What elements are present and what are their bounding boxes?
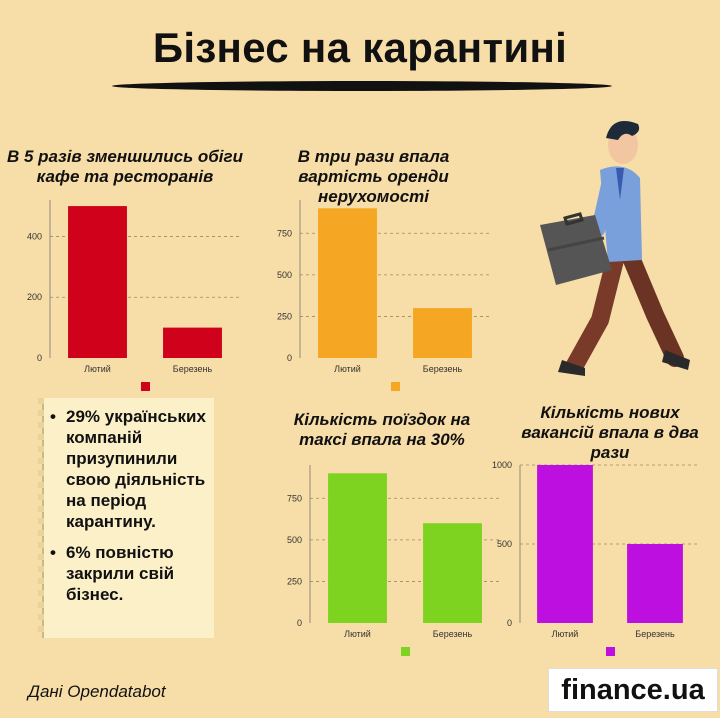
bar bbox=[328, 473, 387, 623]
x-tick-label: Березень bbox=[433, 629, 473, 639]
y-tick-label: 0 bbox=[37, 353, 42, 363]
x-tick-label: Лютий bbox=[344, 629, 371, 639]
bar bbox=[413, 308, 472, 358]
title-underline bbox=[112, 81, 612, 91]
legend-swatch bbox=[606, 647, 615, 656]
note-item: 29% українських компаній призупинили сво… bbox=[50, 406, 214, 532]
bar bbox=[627, 544, 683, 623]
businessman-illustration bbox=[540, 121, 690, 376]
legend-swatch bbox=[401, 647, 410, 656]
y-tick-label: 500 bbox=[287, 535, 302, 545]
y-tick-label: 750 bbox=[287, 493, 302, 503]
y-tick-label: 500 bbox=[277, 270, 292, 280]
y-tick-label: 250 bbox=[287, 576, 302, 586]
y-tick-label: 200 bbox=[27, 292, 42, 302]
x-tick-label: Лютий bbox=[84, 364, 111, 374]
note-item: 6% повністю закрили свій бізнес. bbox=[50, 542, 214, 605]
bar bbox=[318, 208, 377, 358]
x-tick-label: Березень bbox=[423, 364, 463, 374]
y-tick-label: 0 bbox=[297, 618, 302, 628]
chart-title-vacancies: Кількість нових вакансій впала в два раз… bbox=[521, 403, 699, 462]
y-tick-label: 0 bbox=[287, 353, 292, 363]
page-title: Бізнес на карантині bbox=[152, 24, 568, 71]
bar bbox=[68, 206, 127, 358]
chart-taxi: 0 250 500 750 Лютий Березень bbox=[287, 465, 500, 656]
y-tick-label: 250 bbox=[277, 311, 292, 321]
y-tick-label: 1000 bbox=[492, 460, 512, 470]
finance-ua-logo: finance.ua bbox=[548, 668, 718, 712]
y-tick-label: 0 bbox=[507, 618, 512, 628]
x-tick-label: Лютий bbox=[552, 629, 579, 639]
chart-rent: 0 250 500 750 Лютий Березень bbox=[277, 200, 490, 391]
y-tick-label: 750 bbox=[277, 228, 292, 238]
legend-swatch bbox=[391, 382, 400, 391]
bar bbox=[163, 327, 222, 358]
chart-restaurants: 0 200 400 Лютий Березень bbox=[27, 200, 240, 391]
x-tick-label: Лютий bbox=[334, 364, 361, 374]
bar bbox=[423, 523, 482, 623]
bar bbox=[537, 465, 593, 623]
chart-title-rent: В три рази впала вартість оренди нерухом… bbox=[297, 147, 450, 206]
chart-vacancies: 0 500 1000 Лютий Березень bbox=[492, 460, 700, 656]
x-tick-label: Березень bbox=[635, 629, 675, 639]
notes-card: 29% українських компаній призупинили сво… bbox=[38, 398, 214, 638]
y-tick-label: 400 bbox=[27, 231, 42, 241]
chart-title-restaurants: В 5 разів зменшились обіги кафе та ресто… bbox=[7, 147, 243, 186]
y-tick-label: 500 bbox=[497, 539, 512, 549]
data-source: Дані Opendatabot bbox=[28, 682, 166, 701]
chart-title-taxi: Кількість поїздок на таксі впала на 30% bbox=[293, 410, 471, 449]
legend-swatch bbox=[141, 382, 150, 391]
x-tick-label: Березень bbox=[173, 364, 213, 374]
